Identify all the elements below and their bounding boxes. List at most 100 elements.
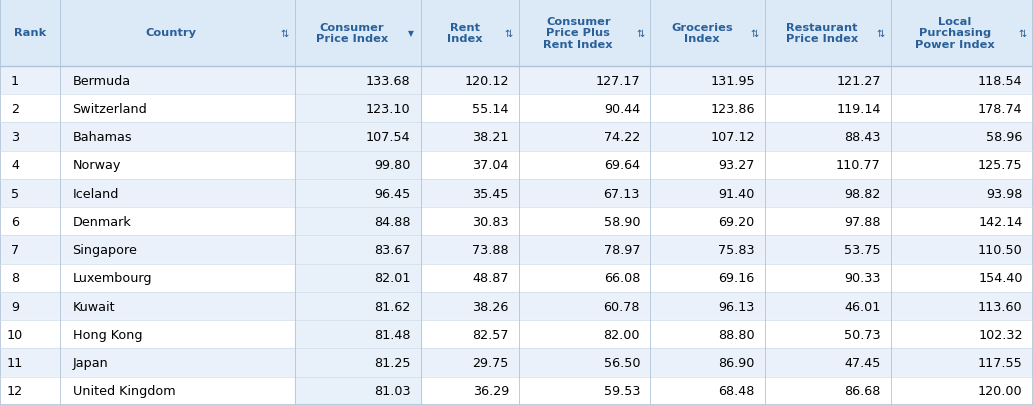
Text: Bermuda: Bermuda <box>72 75 130 87</box>
Text: 59.53: 59.53 <box>603 384 640 397</box>
Text: 35.45: 35.45 <box>472 187 509 200</box>
Text: Groceries
Index: Groceries Index <box>671 23 732 44</box>
Text: 58.96: 58.96 <box>987 131 1023 144</box>
Text: Rent
Index: Rent Index <box>447 23 483 44</box>
Text: 74.22: 74.22 <box>604 131 640 144</box>
Text: 8: 8 <box>11 272 19 285</box>
Text: 110.77: 110.77 <box>836 159 880 172</box>
Text: 46.01: 46.01 <box>844 300 880 313</box>
Text: ⇅: ⇅ <box>1019 28 1027 38</box>
Text: Consumer
Price Plus
Rent Index: Consumer Price Plus Rent Index <box>543 17 613 50</box>
Text: 113.60: 113.60 <box>978 300 1023 313</box>
Text: 86.68: 86.68 <box>844 384 880 397</box>
Text: 88.43: 88.43 <box>844 131 880 144</box>
Text: 88.80: 88.80 <box>718 328 755 341</box>
Text: 73.88: 73.88 <box>472 243 509 256</box>
Text: 2: 2 <box>11 102 19 115</box>
Text: 5: 5 <box>11 187 19 200</box>
Bar <box>0 320 1033 349</box>
Text: 67.13: 67.13 <box>603 187 640 200</box>
Text: Japan: Japan <box>72 356 108 369</box>
Text: 131.95: 131.95 <box>711 75 755 87</box>
Text: 125.75: 125.75 <box>978 159 1023 172</box>
Text: 82.01: 82.01 <box>374 272 410 285</box>
Bar <box>0 349 1033 377</box>
Text: 7: 7 <box>11 243 19 256</box>
Text: 60.78: 60.78 <box>603 300 640 313</box>
Text: 107.54: 107.54 <box>366 131 410 144</box>
Text: 83.67: 83.67 <box>374 243 410 256</box>
Bar <box>0 179 1033 208</box>
Bar <box>0 151 1033 179</box>
Text: 178.74: 178.74 <box>978 102 1023 115</box>
Text: 142.14: 142.14 <box>978 215 1023 228</box>
Text: 119.14: 119.14 <box>836 102 880 115</box>
Text: 93.27: 93.27 <box>719 159 755 172</box>
Text: 50.73: 50.73 <box>844 328 880 341</box>
Text: Bahamas: Bahamas <box>72 131 132 144</box>
Text: 75.83: 75.83 <box>718 243 755 256</box>
Text: 47.45: 47.45 <box>844 356 880 369</box>
Text: 98.82: 98.82 <box>844 187 880 200</box>
Text: 81.62: 81.62 <box>374 300 410 313</box>
Text: 68.48: 68.48 <box>719 384 755 397</box>
Text: ⇅: ⇅ <box>751 28 759 38</box>
Text: 120.12: 120.12 <box>465 75 509 87</box>
Text: ⇅: ⇅ <box>505 28 513 38</box>
Text: 133.68: 133.68 <box>366 75 410 87</box>
Text: Kuwait: Kuwait <box>72 300 115 313</box>
Text: 117.55: 117.55 <box>978 356 1023 369</box>
Text: 58.90: 58.90 <box>603 215 640 228</box>
Text: Hong Kong: Hong Kong <box>72 328 142 341</box>
Text: 9: 9 <box>11 300 19 313</box>
Bar <box>295 67 420 405</box>
Text: Restaurant
Price Index: Restaurant Price Index <box>786 23 857 44</box>
Text: 110.50: 110.50 <box>978 243 1023 256</box>
Bar <box>0 0 1033 67</box>
Text: 55.14: 55.14 <box>472 102 509 115</box>
Text: 127.17: 127.17 <box>595 75 640 87</box>
Text: 93.98: 93.98 <box>987 187 1023 200</box>
Text: 11: 11 <box>7 356 23 369</box>
Bar <box>0 377 1033 405</box>
Text: 69.20: 69.20 <box>719 215 755 228</box>
Text: 10: 10 <box>7 328 23 341</box>
Text: 86.90: 86.90 <box>719 356 755 369</box>
Text: Switzerland: Switzerland <box>72 102 148 115</box>
Text: 82.57: 82.57 <box>472 328 509 341</box>
Text: 96.45: 96.45 <box>374 187 410 200</box>
Text: 69.16: 69.16 <box>719 272 755 285</box>
Text: 66.08: 66.08 <box>603 272 640 285</box>
Text: 123.86: 123.86 <box>711 102 755 115</box>
Text: Singapore: Singapore <box>72 243 137 256</box>
Text: United Kingdom: United Kingdom <box>72 384 176 397</box>
Text: Denmark: Denmark <box>72 215 131 228</box>
Bar <box>0 123 1033 151</box>
Text: 81.48: 81.48 <box>374 328 410 341</box>
Bar <box>0 236 1033 264</box>
Bar <box>0 264 1033 292</box>
Text: 99.80: 99.80 <box>374 159 410 172</box>
Text: Local
Purchasing
Power Index: Local Purchasing Power Index <box>915 17 995 50</box>
Text: 53.75: 53.75 <box>844 243 880 256</box>
Text: Rank: Rank <box>13 28 46 38</box>
Text: ▼: ▼ <box>408 29 413 38</box>
Text: 107.12: 107.12 <box>711 131 755 144</box>
Bar <box>0 67 1033 95</box>
Text: 37.04: 37.04 <box>472 159 509 172</box>
Text: 78.97: 78.97 <box>603 243 640 256</box>
Text: Consumer
Price Index: Consumer Price Index <box>316 23 387 44</box>
Text: 96.13: 96.13 <box>719 300 755 313</box>
Bar <box>0 292 1033 320</box>
Text: 6: 6 <box>11 215 19 228</box>
Text: 97.88: 97.88 <box>844 215 880 228</box>
Text: 36.29: 36.29 <box>473 384 509 397</box>
Text: 123.10: 123.10 <box>366 102 410 115</box>
Text: Luxembourg: Luxembourg <box>72 272 152 285</box>
Text: 29.75: 29.75 <box>472 356 509 369</box>
Text: Iceland: Iceland <box>72 187 119 200</box>
Text: 81.03: 81.03 <box>374 384 410 397</box>
Text: 102.32: 102.32 <box>978 328 1023 341</box>
Text: ⇅: ⇅ <box>281 28 289 38</box>
Bar <box>0 95 1033 123</box>
